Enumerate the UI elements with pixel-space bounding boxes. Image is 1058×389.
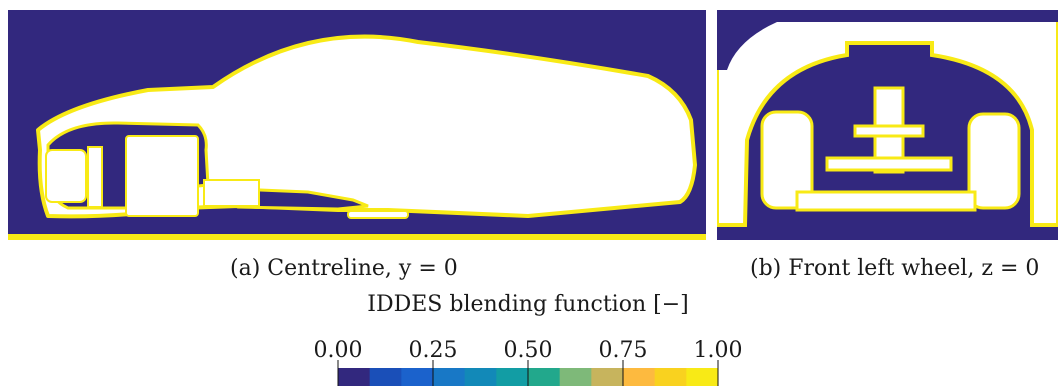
colorbar-segment (433, 368, 466, 386)
floor-plate (795, 190, 977, 212)
tyres (760, 110, 1021, 210)
caption-front-wheel: (b) Front left wheel, z = 0 (750, 256, 1040, 281)
colorbar-tick-label: 0.00 (314, 338, 363, 363)
colorbar-segment (623, 368, 656, 386)
colorbar-segment (338, 368, 371, 386)
front-component (87, 146, 103, 208)
colorbar-tick-label: 0.50 (504, 338, 553, 363)
colorbar-segment (401, 368, 434, 386)
caption-centreline: (a) Centreline, y = 0 (230, 256, 458, 281)
colorbar-segment (559, 368, 592, 386)
engine-block (125, 135, 199, 217)
colorbar-segment (369, 368, 402, 386)
colorbar-tick-label: 1.00 (694, 338, 743, 363)
ground-boundary-layer (8, 234, 706, 240)
colorbar-segment (591, 368, 624, 386)
hub-assembly (795, 86, 977, 212)
outer-tyre (967, 112, 1021, 210)
lower-arm (825, 156, 953, 172)
engine-components (45, 135, 409, 219)
front-wheel-contour-plot (717, 10, 1058, 240)
colorbar-segment (464, 368, 497, 386)
upper-flow-region (717, 10, 1058, 22)
colorbar-segment (654, 368, 687, 386)
radiator-block (45, 149, 87, 203)
upright-top (873, 86, 905, 128)
exhaust-pipe (347, 210, 409, 219)
colorbar-segment (496, 368, 529, 386)
wheel-arch (717, 10, 1058, 227)
inner-tyre (760, 110, 814, 210)
colorbar-tick-label: 0.25 (409, 338, 458, 363)
centreline-contour-plot (8, 10, 706, 240)
colorbar-segment (686, 368, 719, 386)
colorbar-segment (528, 368, 561, 386)
colorbar-tick-label: 0.75 (599, 338, 648, 363)
colorbar-title: IDDES blending function [−] (367, 292, 689, 317)
upper-left-flow (717, 22, 777, 70)
gearbox-block (203, 179, 260, 207)
